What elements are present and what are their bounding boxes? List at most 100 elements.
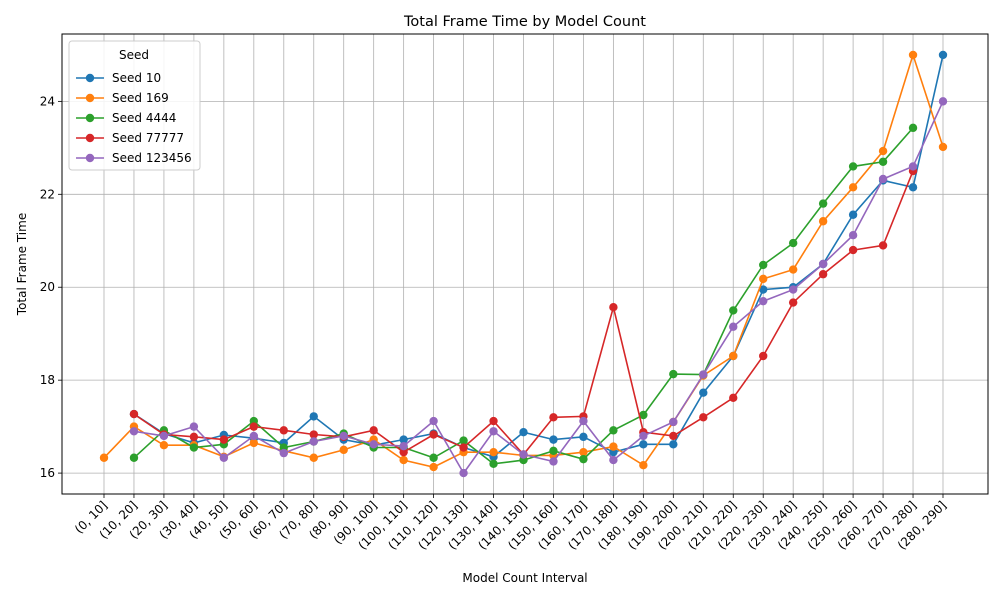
data-point (399, 455, 408, 465)
data-point (219, 453, 229, 462)
data-point (399, 441, 408, 451)
data-point (249, 422, 259, 431)
legend-entry: Seed 10 (76, 71, 161, 85)
data-point (729, 351, 738, 361)
data-point (309, 412, 318, 421)
data-point (309, 453, 318, 462)
data-point (579, 416, 588, 426)
data-point (189, 432, 199, 442)
legend-entry: Seed 77777 (76, 131, 184, 145)
series-seed-10 (129, 50, 948, 462)
data-point (609, 442, 618, 451)
data-point (129, 409, 139, 419)
data-point (459, 468, 468, 478)
data-point (549, 413, 558, 422)
data-point (848, 210, 858, 219)
series-seed-4444 (129, 123, 918, 468)
legend-marker (85, 93, 95, 103)
data-point (309, 437, 318, 446)
data-point (818, 199, 828, 208)
y-tick-label: 24 (40, 94, 55, 108)
data-point (669, 431, 678, 441)
data-point (189, 422, 199, 431)
data-point (669, 417, 678, 427)
y-tick-label: 16 (40, 466, 55, 480)
data-point (369, 426, 378, 435)
data-point (908, 50, 918, 60)
data-point (759, 274, 768, 284)
data-point (609, 426, 618, 435)
data-point (339, 431, 348, 441)
data-point (249, 438, 259, 448)
data-point (549, 457, 558, 466)
data-point (818, 259, 828, 269)
data-point (129, 453, 139, 462)
data-point (219, 435, 229, 444)
data-point (699, 388, 708, 397)
data-point (669, 369, 678, 379)
y-tick-label: 18 (40, 373, 55, 387)
legend-label: Seed 169 (112, 91, 169, 105)
y-tick-label: 22 (40, 187, 55, 201)
legend-label: Seed 123456 (112, 151, 192, 165)
data-point (788, 298, 798, 307)
data-point (818, 217, 828, 226)
data-point (759, 260, 768, 270)
data-point (938, 142, 948, 152)
data-point (519, 450, 528, 459)
plot-frame (61, 33, 989, 495)
data-point (788, 285, 798, 294)
data-point (878, 157, 888, 166)
data-point (489, 416, 498, 426)
data-point (279, 426, 288, 435)
data-point (549, 446, 558, 455)
chart-title: Total Frame Time by Model Count (403, 14, 646, 30)
data-point (279, 448, 288, 458)
legend-entry: Seed 4444 (76, 111, 176, 125)
data-point (759, 296, 768, 306)
data-point (309, 430, 318, 439)
data-point (699, 413, 708, 422)
data-point (788, 238, 798, 248)
data-point (159, 441, 169, 450)
data-point (489, 427, 498, 436)
data-point (669, 440, 678, 449)
data-point (759, 285, 768, 294)
series-layer (99, 50, 948, 478)
legend-marker (85, 113, 95, 123)
data-point (129, 427, 139, 436)
data-point (579, 432, 588, 442)
legend-label: Seed 10 (112, 71, 161, 85)
data-point (579, 454, 588, 464)
data-point (759, 351, 768, 361)
data-point (848, 245, 858, 255)
y-tick-label: 20 (40, 280, 55, 294)
data-point (609, 455, 618, 465)
series-line (133, 101, 944, 475)
data-point (908, 162, 918, 171)
y-axis-label: Total Frame Time (15, 213, 29, 316)
data-point (729, 393, 738, 403)
data-point (878, 241, 888, 250)
data-point (399, 447, 408, 457)
data-point (729, 306, 738, 315)
legend-entry: Seed 169 (76, 91, 169, 105)
data-point (429, 462, 438, 472)
legend-marker (85, 153, 95, 163)
legend-entries: Seed 10 Seed 169 Seed 4444 Seed 77777 Seed 1… (76, 71, 192, 165)
data-point (549, 435, 558, 444)
data-point (818, 270, 828, 279)
data-point (729, 322, 738, 331)
legend-entry: Seed 123456 (76, 151, 192, 165)
data-point (848, 183, 858, 192)
data-point (609, 303, 618, 312)
data-point (519, 428, 528, 437)
legend-marker (85, 73, 95, 83)
data-point (369, 440, 378, 449)
legend-label: Seed 4444 (112, 111, 176, 125)
data-point (429, 453, 438, 462)
data-point (639, 460, 648, 470)
data-point (429, 416, 438, 426)
x-axis-label: Model Count Interval (462, 571, 587, 585)
